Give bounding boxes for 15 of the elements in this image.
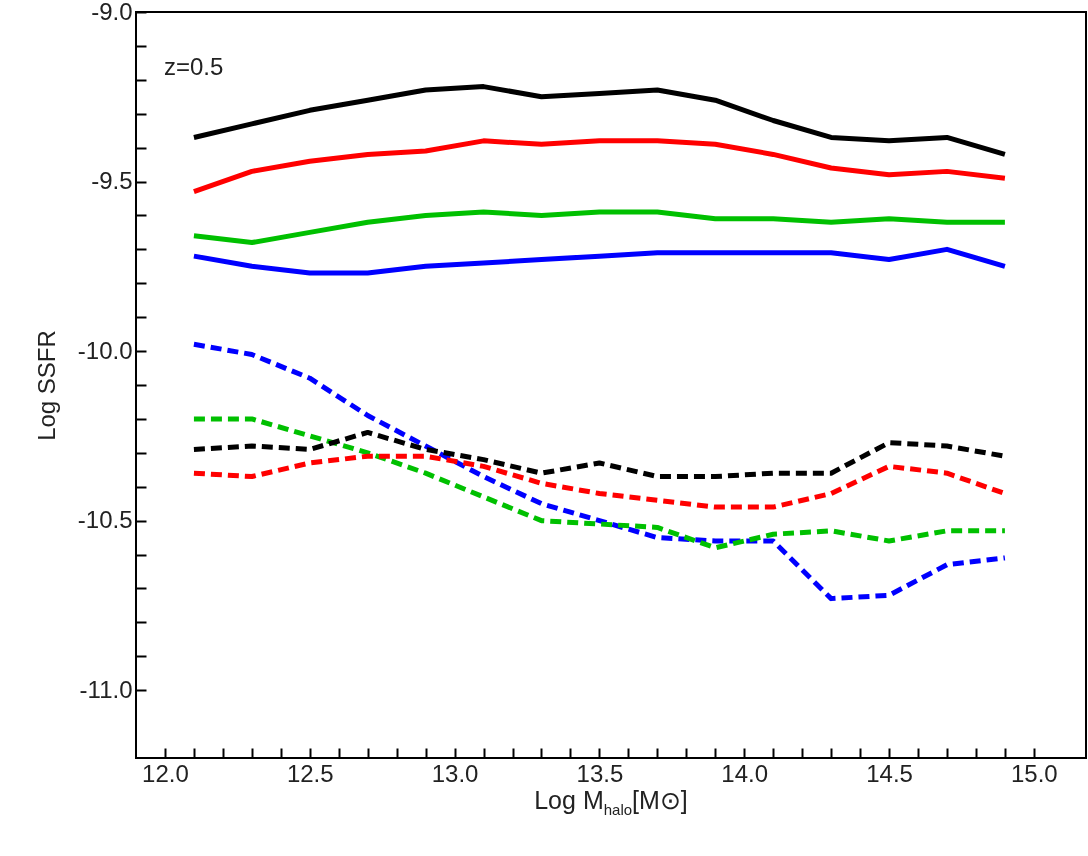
y-tick-label: -10.5 — [77, 506, 133, 534]
annotation: z=0.5 — [164, 53, 224, 80]
y-tick-label: -11.0 — [79, 675, 133, 703]
y-tick-label: -10.0 — [77, 336, 133, 364]
y-axis-title: Log SSFR — [32, 330, 60, 441]
x-tick-label: 14.0 — [721, 759, 769, 787]
x-tick-label: 12.0 — [142, 759, 189, 787]
x-tick-label: 15.0 — [1011, 759, 1058, 787]
y-tick-label: -9.0 — [91, 0, 133, 25]
x-tick-label: 12.5 — [286, 759, 334, 787]
y-tick-label: -9.5 — [91, 167, 133, 195]
x-axis-title: Log M$_{halo}$[M⊙] — [533, 786, 689, 818]
x-tick-label: 13.0 — [431, 759, 479, 787]
x-tick-label: 13.5 — [576, 759, 624, 787]
x-tick-label: 14.5 — [866, 759, 913, 787]
